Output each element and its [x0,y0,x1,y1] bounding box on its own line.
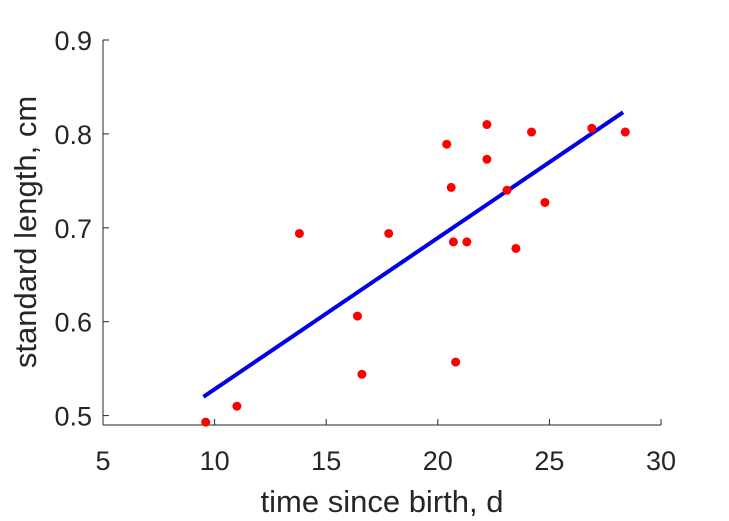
data-point [451,357,461,367]
y-tick-label: 0.6 [54,308,92,338]
data-point [511,243,521,253]
data-point [502,185,512,195]
fit-line [202,110,625,399]
data-point [462,237,472,247]
y-tick-label: 0.5 [54,402,92,432]
data-point [352,311,362,321]
x-tick-label: 20 [423,446,453,476]
y-tick-label: 0.9 [54,26,92,56]
x-tick-label: 5 [95,446,110,476]
x-axis-title: time since birth, d [261,484,504,519]
data-point [294,228,304,238]
axes [102,40,661,426]
y-axis-title: standard length, cm [8,96,43,368]
data-point [201,417,211,427]
points-layer [201,120,630,427]
data-point [540,197,550,207]
ticks: 5 10 15 20 25 30 0.5 0.6 0.7 0.8 0.9 [54,26,676,476]
data-point [620,127,630,137]
x-tick-label: 30 [646,446,676,476]
y-tick-label: 0.7 [54,214,92,244]
x-tick-label: 15 [311,446,341,476]
data-point [587,123,597,133]
data-point [357,369,367,379]
data-point [232,401,242,411]
y-tick-label: 0.8 [54,120,92,150]
data-point [482,120,492,130]
fit-line-layer [202,110,625,399]
x-tick-label: 25 [534,446,564,476]
data-point [384,228,394,238]
data-point [527,127,537,137]
data-point [448,237,458,247]
data-point [442,139,452,149]
data-point [482,154,492,164]
x-tick-label: 10 [200,446,230,476]
data-point [446,182,456,192]
